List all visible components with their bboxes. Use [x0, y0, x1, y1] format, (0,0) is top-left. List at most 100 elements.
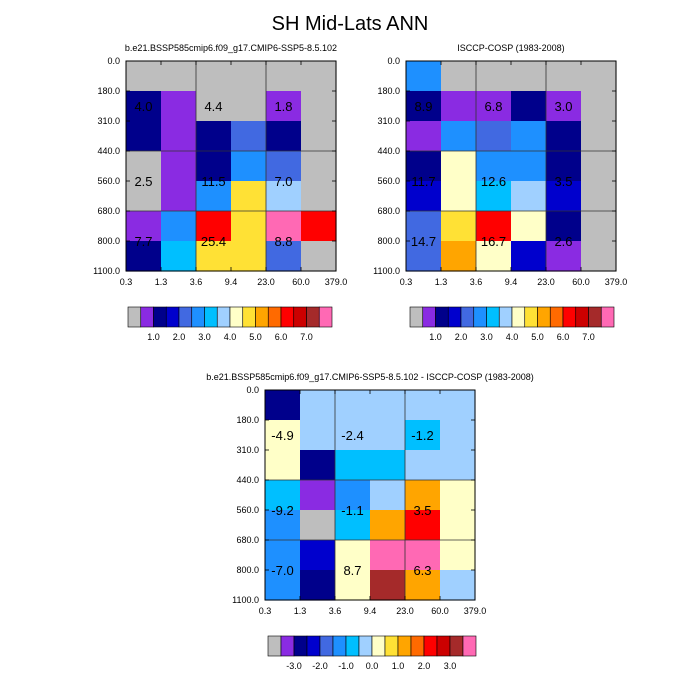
- heatmap-cell: [265, 480, 301, 511]
- y-tick-label: 440.0: [377, 146, 400, 156]
- colorbar-label: 6.0: [557, 332, 570, 342]
- heatmap-cell: [300, 570, 336, 601]
- x-tick-label: 60.0: [572, 277, 590, 287]
- heatmap-cell: [440, 420, 476, 451]
- heatmap-cell: [265, 420, 301, 451]
- cell-value-label: 8.9: [414, 99, 432, 114]
- y-tick-label: 310.0: [377, 116, 400, 126]
- colorbar-label: 2.0: [455, 332, 468, 342]
- figure-title: SH Mid-Lats ANN: [272, 13, 429, 35]
- x-tick-label: 0.3: [120, 277, 133, 287]
- panel-title: b.e21.BSSP585cmip6.f09_g17.CMIP6-SSP5-8.…: [125, 43, 337, 53]
- cell-value-label: -2.4: [341, 428, 363, 443]
- x-tick-label: 0.3: [400, 277, 413, 287]
- colorbar-swatch: [255, 306, 269, 328]
- heatmap-cell: [370, 480, 406, 511]
- heatmap-cell: [440, 480, 476, 511]
- cell-value-label: 14.7: [411, 234, 436, 249]
- heatmap-cell: [370, 510, 406, 541]
- heatmap-cell: [126, 181, 162, 212]
- colorbar-swatch: [473, 306, 487, 328]
- heatmap-cell: [546, 181, 582, 212]
- cell-value-label: 2.5: [134, 174, 152, 189]
- heatmap-cell: [161, 151, 197, 182]
- colorbar-swatch: [267, 635, 282, 657]
- cell-value-label: 7.0: [274, 174, 292, 189]
- y-tick-label: 1100.0: [232, 595, 259, 605]
- x-tick-label: 0.3: [259, 606, 272, 616]
- cell-value-label: 6.8: [484, 99, 502, 114]
- heatmap-cell: [265, 390, 301, 421]
- y-tick-label: 440.0: [236, 475, 259, 485]
- y-tick-label: 680.0: [377, 206, 400, 216]
- heatmap-cell: [335, 450, 371, 481]
- heatmap-cell: [161, 181, 197, 212]
- cell-value-label: -1.2: [411, 428, 433, 443]
- y-tick-label: 180.0: [377, 86, 400, 96]
- y-tick-label: 560.0: [236, 505, 259, 515]
- cell-value-label: 4.4: [204, 99, 222, 114]
- panel-title: b.e21.BSSP585cmip6.f09_g17.CMIP6-SSP5-8.…: [206, 372, 534, 382]
- y-tick-label: 800.0: [97, 236, 120, 246]
- colorbar-label: 0.0: [366, 661, 379, 671]
- heatmap-cell: [301, 121, 337, 152]
- heatmap-cell: [196, 121, 232, 152]
- heatmap-cell: [546, 241, 582, 272]
- colorbar-label: 3.0: [444, 661, 457, 671]
- heatmap-cell: [405, 390, 441, 421]
- colorbar-swatch: [498, 306, 513, 328]
- colorbar-swatch: [306, 635, 321, 657]
- colorbar-swatch: [371, 635, 386, 657]
- y-tick-label: 180.0: [97, 86, 120, 96]
- heatmap-cell: [266, 151, 302, 182]
- panel-title: ISCCP-COSP (1983-2008): [457, 43, 564, 53]
- heatmap-cell: [301, 181, 337, 212]
- heatmap-cell: [196, 91, 232, 122]
- heatmap-cell: [581, 211, 617, 242]
- heatmap-cell: [126, 61, 162, 92]
- colorbar-swatch: [562, 306, 577, 328]
- colorbar-swatch: [293, 635, 308, 657]
- heatmap-cell: [301, 91, 337, 122]
- x-tick-label: 3.6: [470, 277, 483, 287]
- cell-value-label: 2.6: [554, 234, 572, 249]
- heatmap-cell: [511, 151, 547, 182]
- heatmap-cell: [441, 211, 477, 242]
- colorbar-swatch: [280, 635, 295, 657]
- heatmap-cell: [196, 151, 232, 182]
- heatmap-cell: [405, 510, 441, 541]
- heatmap-cell: [196, 61, 232, 92]
- colorbar-label: 5.0: [531, 332, 544, 342]
- heatmap-cell: [231, 241, 267, 272]
- heatmap-cell: [231, 151, 267, 182]
- colorbar-swatch: [216, 306, 231, 328]
- y-tick-label: 680.0: [97, 206, 120, 216]
- cell-value-label: 11.5: [201, 174, 225, 189]
- colorbar-swatch: [267, 306, 282, 328]
- heatmap-cell: [405, 540, 441, 571]
- heatmap-cell: [231, 121, 267, 152]
- panel-1: b.e21.BSSP585cmip6.f09_g17.CMIP6-SSP5-8.…: [93, 43, 347, 342]
- x-tick-label: 1.3: [294, 606, 307, 616]
- colorbar-label: -3.0: [286, 661, 302, 671]
- heatmap-cell: [546, 151, 582, 182]
- x-tick-label: 379.0: [325, 277, 348, 287]
- heatmap-cell: [581, 181, 617, 212]
- heatmap-cell: [441, 151, 477, 182]
- heatmap-cell: [511, 121, 547, 152]
- heatmap-cell: [441, 181, 477, 212]
- colorbar-label: -2.0: [312, 661, 328, 671]
- heatmap-cell: [265, 450, 301, 481]
- heatmap-cell: [126, 241, 162, 272]
- cell-value-label: 8.7: [343, 563, 361, 578]
- colorbar-swatch: [462, 635, 477, 657]
- cell-value-label: 16.7: [481, 234, 506, 249]
- colorbar-swatch: [486, 306, 500, 328]
- colorbar-swatch: [447, 306, 462, 328]
- y-tick-label: 560.0: [97, 176, 120, 186]
- x-tick-label: 23.0: [257, 277, 275, 287]
- colorbar-label: 7.0: [300, 332, 313, 342]
- colorbar-swatch: [423, 635, 438, 657]
- cell-value-label: 1.8: [274, 99, 292, 114]
